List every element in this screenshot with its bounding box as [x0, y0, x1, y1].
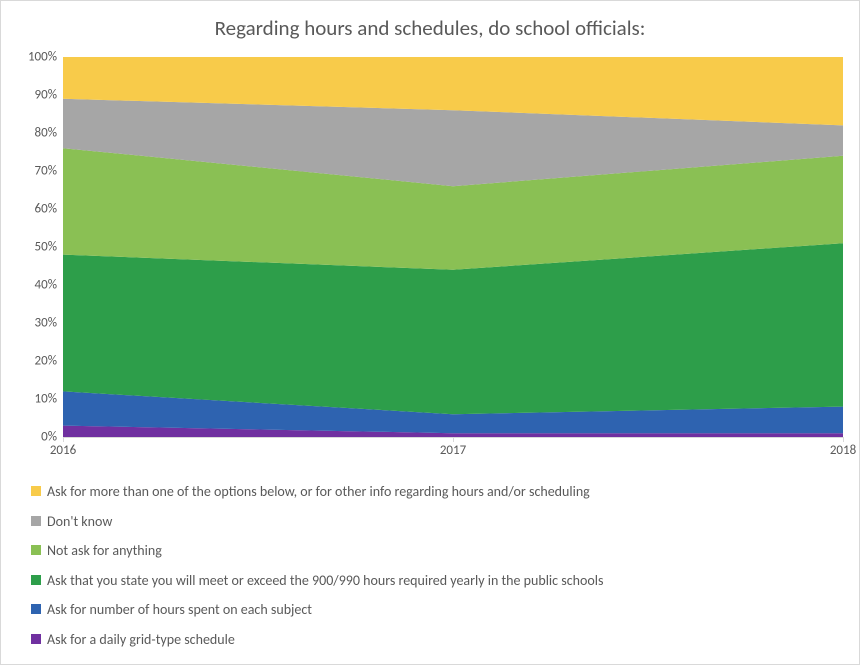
legend-item: Ask that you state you will meet or exce… [31, 572, 831, 590]
legend-item: Ask for a daily grid-type schedule [31, 631, 831, 649]
legend-swatch [31, 486, 41, 496]
legend: Ask for more than one of the options bel… [31, 473, 831, 660]
legend-label: Ask for number of hours spent on each su… [47, 601, 312, 619]
x-axis-tick [843, 437, 844, 442]
legend-item: Ask for number of hours spent on each su… [31, 601, 831, 619]
y-axis-label: 80% [35, 126, 63, 141]
legend-item: Not ask for anything [31, 542, 831, 560]
legend-item: Ask for more than one of the options bel… [31, 483, 831, 501]
y-axis-label: 10% [35, 392, 63, 407]
legend-label: Ask for more than one of the options bel… [47, 483, 590, 501]
legend-label: Don't know [47, 513, 112, 531]
y-axis-label: 70% [35, 164, 63, 179]
plot-area: 0%10%20%30%40%50%60%70%80%90%100%2016201… [63, 57, 843, 437]
y-axis-label: 60% [35, 202, 63, 217]
y-axis-label: 90% [35, 88, 63, 103]
legend-label: Ask for a daily grid-type schedule [47, 631, 235, 649]
legend-swatch [31, 634, 41, 644]
legend-swatch [31, 575, 41, 585]
legend-swatch [31, 604, 41, 614]
legend-label: Ask that you state you will meet or exce… [47, 572, 603, 590]
x-axis-tick [453, 437, 454, 442]
y-axis-label: 30% [35, 316, 63, 331]
y-axis-label: 50% [35, 240, 63, 255]
y-axis-label: 40% [35, 278, 63, 293]
y-axis-label: 100% [28, 50, 63, 65]
y-axis-label: 20% [35, 354, 63, 369]
legend-label: Not ask for anything [47, 542, 162, 560]
legend-swatch [31, 516, 41, 526]
chart-title: Regarding hours and schedules, do school… [1, 1, 859, 47]
stacked-area-svg [63, 57, 843, 437]
legend-item: Don't know [31, 513, 831, 531]
legend-swatch [31, 545, 41, 555]
chart-container: Regarding hours and schedules, do school… [0, 0, 860, 665]
x-axis-tick [63, 437, 64, 442]
